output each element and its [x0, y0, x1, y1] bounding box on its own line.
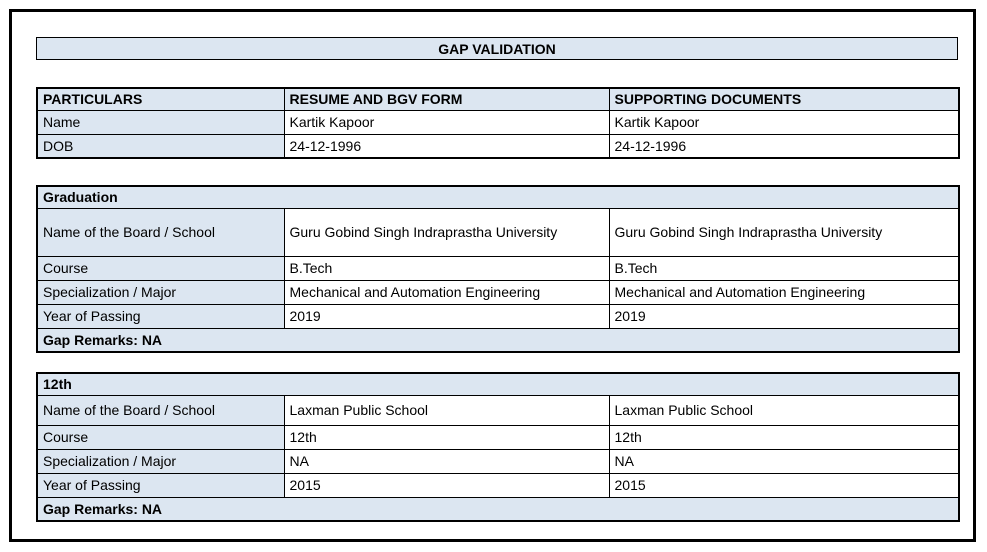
supporting-value-cell: Laxman Public School: [608, 394, 960, 426]
table-row-board-school: Name of the Board / School Guru Gobind S…: [36, 207, 960, 257]
supporting-value-cell: 2015: [608, 472, 960, 498]
twelfth-table: 12th Name of the Board / School Laxman P…: [36, 372, 961, 522]
row-label-cell: Year of Passing: [36, 472, 285, 498]
table-header-row: PARTICULARS RESUME AND BGV FORM SUPPORTI…: [36, 87, 960, 111]
supporting-value-cell: NA: [608, 448, 960, 474]
table-row-dob: DOB 24-12-1996 24-12-1996: [36, 133, 960, 159]
supporting-value-cell: Kartik Kapoor: [608, 109, 960, 135]
row-label-cell: Specialization / Major: [36, 448, 285, 474]
table-row-course: Course B.Tech B.Tech: [36, 255, 960, 281]
supporting-value-cell: 2019: [608, 303, 960, 329]
resume-value-cell: 2019: [283, 303, 610, 329]
resume-value-cell: Laxman Public School: [283, 394, 610, 426]
resume-value-cell: 12th: [283, 424, 610, 450]
row-label-cell: Name of the Board / School: [36, 394, 285, 426]
column-header-particulars: PARTICULARS: [36, 87, 285, 111]
table-row-name: Name Kartik Kapoor Kartik Kapoor: [36, 109, 960, 135]
gap-remarks: Gap Remarks: NA: [36, 496, 960, 522]
row-label-cell: Course: [36, 424, 285, 450]
row-label-cell: Specialization / Major: [36, 279, 285, 305]
supporting-value-cell: B.Tech: [608, 255, 960, 281]
section-heading-row: 12th: [36, 372, 960, 396]
table-row-board-school: Name of the Board / School Laxman Public…: [36, 394, 960, 426]
table-row-course: Course 12th 12th: [36, 424, 960, 450]
resume-value-cell: 2015: [283, 472, 610, 498]
supporting-value-cell: 12th: [608, 424, 960, 450]
supporting-value-cell: 24-12-1996: [608, 133, 960, 159]
graduation-table: Graduation Name of the Board / School Gu…: [36, 185, 960, 353]
supporting-value-cell: Guru Gobind Singh Indraprastha Universit…: [608, 207, 960, 257]
table-row-year-of-passing: Year of Passing 2015 2015: [36, 472, 960, 498]
document-title: GAP VALIDATION: [36, 37, 958, 60]
gap-remarks-row: Gap Remarks: NA: [36, 496, 960, 522]
document-content: GAP VALIDATION PARTICULARS RESUME AND BG…: [36, 37, 961, 541]
gap-remarks: Gap Remarks: NA: [36, 327, 960, 353]
particulars-table: PARTICULARS RESUME AND BGV FORM SUPPORTI…: [36, 87, 960, 159]
section-heading-row: Graduation: [36, 185, 960, 209]
gap-remarks-row: Gap Remarks: NA: [36, 327, 960, 353]
resume-value-cell: 24-12-1996: [283, 133, 610, 159]
row-label-cell: Course: [36, 255, 285, 281]
resume-value-cell: Guru Gobind Singh Indraprastha Universit…: [283, 207, 610, 257]
resume-value-cell: B.Tech: [283, 255, 610, 281]
column-header-supporting-docs: SUPPORTING DOCUMENTS: [608, 87, 960, 111]
row-label-cell: Year of Passing: [36, 303, 285, 329]
section-heading: 12th: [36, 372, 960, 396]
resume-value-cell: Kartik Kapoor: [283, 109, 610, 135]
table-row-specialization: Specialization / Major NA NA: [36, 448, 960, 474]
row-label-cell: Name: [36, 109, 285, 135]
supporting-value-cell: Mechanical and Automation Engineering: [608, 279, 960, 305]
section-heading: Graduation: [36, 185, 960, 209]
row-label-cell: Name of the Board / School: [36, 207, 285, 257]
row-label-cell: DOB: [36, 133, 285, 159]
table-row-specialization: Specialization / Major Mechanical and Au…: [36, 279, 960, 305]
resume-value-cell: Mechanical and Automation Engineering: [283, 279, 610, 305]
resume-value-cell: NA: [283, 448, 610, 474]
page-border-frame: [9, 9, 976, 542]
table-row-year-of-passing: Year of Passing 2019 2019: [36, 303, 960, 329]
column-header-resume-bgv: RESUME AND BGV FORM: [283, 87, 610, 111]
